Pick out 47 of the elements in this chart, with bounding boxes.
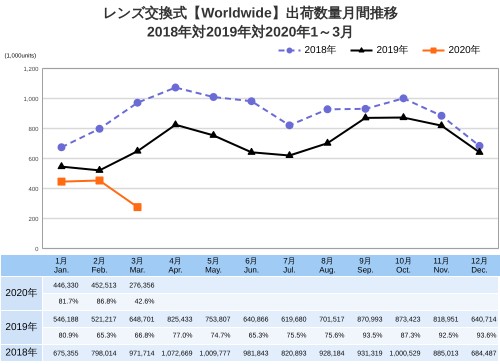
point [134, 98, 142, 107]
point [476, 148, 484, 155]
x-tick-label: 8月 Aug. [319, 256, 336, 274]
x-tick-label: 11月 Nov. [433, 256, 450, 274]
point [438, 121, 446, 128]
x-tick-label: 7月 Jul. [283, 256, 296, 274]
x-tick-label: 1月 Jan. [54, 256, 70, 274]
point [134, 203, 142, 212]
point [58, 178, 66, 186]
point [58, 143, 66, 152]
text: 2019年 [5, 322, 38, 333]
x-tick-label: 3月 Mar. [130, 256, 146, 274]
point [324, 138, 332, 146]
point [286, 150, 294, 158]
point [210, 93, 218, 101]
point [362, 113, 370, 120]
point [58, 162, 66, 170]
x-tick-label: 5月 May. [205, 256, 222, 274]
x-tick-label: 10月 Oct. [395, 256, 412, 274]
x-tick-label: 2月 Feb. [91, 256, 108, 274]
text: 2020年 [5, 288, 38, 299]
legend-label: 2018年 [304, 44, 337, 56]
point [438, 112, 446, 120]
point [476, 142, 484, 150]
text: 2018年 [5, 348, 38, 358]
point [248, 97, 256, 106]
point [96, 124, 104, 133]
point [134, 146, 142, 154]
chart-title: レンズ交換式【Worldwide】出荷数量月間推移 [103, 4, 398, 20]
point [96, 176, 104, 185]
point [400, 113, 408, 120]
point [362, 104, 370, 113]
point [172, 84, 180, 92]
chart-subtitle: 2018年対2019年対2020年1～3月 [146, 24, 354, 40]
point [324, 105, 332, 114]
point [96, 166, 104, 173]
x-tick-label: 9月 Sep. [357, 256, 374, 274]
point [286, 121, 294, 130]
point [400, 94, 408, 102]
point [172, 120, 180, 128]
point [248, 148, 256, 155]
legend-label: 2019年 [376, 44, 409, 56]
x-tick-label: 6月 Jun. [244, 256, 260, 274]
x-tick-label: 12月 Dec. [471, 256, 488, 274]
legend-label: 2020年 [448, 44, 481, 56]
x-tick-label: 4月 Apr. [168, 256, 183, 274]
point [210, 130, 218, 138]
